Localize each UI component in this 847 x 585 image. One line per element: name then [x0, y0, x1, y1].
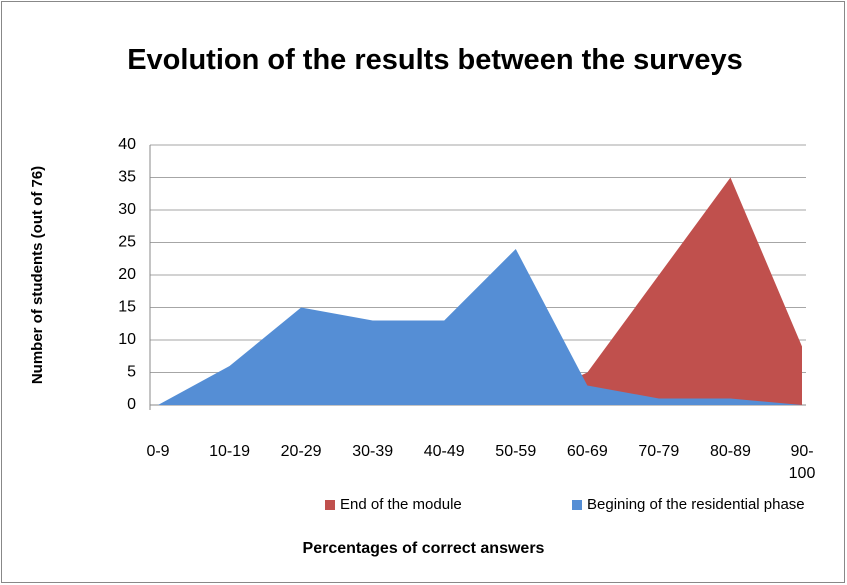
legend-swatch: [325, 499, 335, 510]
y-axis-title: Number of students (out of 76): [29, 166, 46, 384]
chart-title: Evolution of the results between the sur…: [127, 44, 743, 76]
legend-label: Begining of the residential phase: [587, 496, 805, 513]
area: [158, 177, 802, 405]
area: [158, 249, 802, 405]
y-tick-label: 20: [118, 266, 136, 283]
y-tick-label: 35: [118, 169, 136, 186]
x-axis-title: Percentages of correct answers: [302, 540, 545, 557]
legend-item: Begining of the residential phase: [572, 496, 805, 513]
y-tick-label: 25: [118, 234, 136, 251]
x-tick-label: 30-39: [352, 443, 394, 460]
legend-item: End of the module: [325, 496, 462, 513]
x-tick-label: 10-19: [209, 443, 250, 460]
y-tick-label: 15: [118, 299, 136, 316]
y-tick-label: 30: [118, 201, 136, 218]
x-tick-label: 60-69: [566, 443, 608, 460]
legend-label: End of the module: [340, 496, 462, 513]
y-tick-label: 40: [118, 136, 136, 153]
x-tick-label: 20-29: [280, 443, 322, 460]
x-tick-label: 40-49: [423, 443, 465, 460]
x-tick-label: 50-59: [495, 443, 537, 460]
legend-swatch: [572, 499, 582, 510]
y-tick-label: 10: [118, 331, 136, 348]
y-tick-label: 0: [127, 396, 136, 413]
x-tick-label: 0-9: [146, 443, 170, 460]
x-tick-label: 90-100: [788, 443, 816, 482]
x-tick-label: 70-79: [638, 443, 680, 460]
x-tick-label: 80-89: [709, 443, 751, 460]
y-tick-label: 5: [127, 364, 136, 381]
